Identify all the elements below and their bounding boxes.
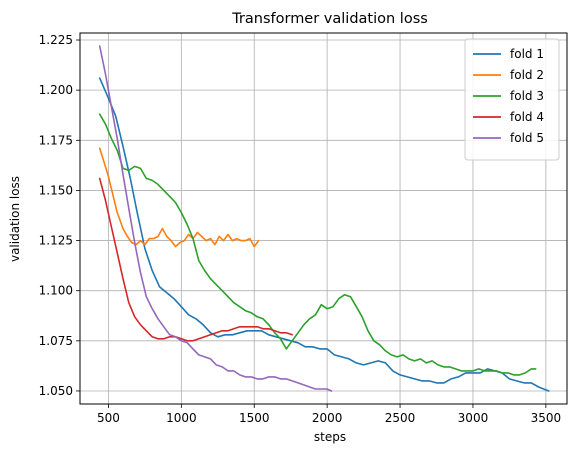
x-tick-label: 2000 xyxy=(312,411,343,425)
y-tick-label: 1.225 xyxy=(39,33,73,47)
plot-frame xyxy=(79,32,568,405)
y-tick-label: 1.200 xyxy=(39,83,73,97)
x-tick-label: 3000 xyxy=(458,411,489,425)
x-axis-title: steps xyxy=(314,430,346,444)
x-tick-label: 3500 xyxy=(531,411,562,425)
legend-label-fold-4: fold 4 xyxy=(510,110,544,124)
y-axis-title: validation loss xyxy=(8,176,22,262)
series-layer xyxy=(98,45,550,392)
x-tick-label: 1000 xyxy=(166,411,197,425)
series-line-fold-3 xyxy=(98,113,537,376)
y-tick-label: 1.175 xyxy=(39,133,73,147)
grid xyxy=(80,33,567,404)
x-tick-label: 500 xyxy=(97,411,120,425)
series-line-fold-2 xyxy=(98,147,260,248)
x-tick-label: 1500 xyxy=(239,411,270,425)
legend-label-fold-3: fold 3 xyxy=(510,89,544,103)
series-line-fold-5 xyxy=(98,45,333,392)
series-line-fold-4 xyxy=(98,177,294,342)
legend-label-fold-5: fold 5 xyxy=(510,131,544,145)
y-tick-label: 1.100 xyxy=(39,284,73,298)
y-tick-label: 1.075 xyxy=(39,334,73,348)
axis-ticks: 500 1000 1500 2000 2500 3000 3500 1.050 1.075 1.1… xyxy=(39,33,561,425)
legend-box xyxy=(464,38,560,161)
legend-label-fold-2: fold 2 xyxy=(510,68,544,82)
y-tick-label: 1.150 xyxy=(39,183,73,197)
legend: fold 1 fold 2 fold 3 fold 4 fold 5 xyxy=(464,38,560,161)
x-tick-label: 2500 xyxy=(385,411,416,425)
y-tick-label: 1.125 xyxy=(39,234,73,248)
legend-label-fold-1: fold 1 xyxy=(510,47,544,61)
y-tick-label: 1.050 xyxy=(39,384,73,398)
series-line-fold-1 xyxy=(98,77,550,392)
chart-title: Transformer validation loss xyxy=(231,11,428,27)
